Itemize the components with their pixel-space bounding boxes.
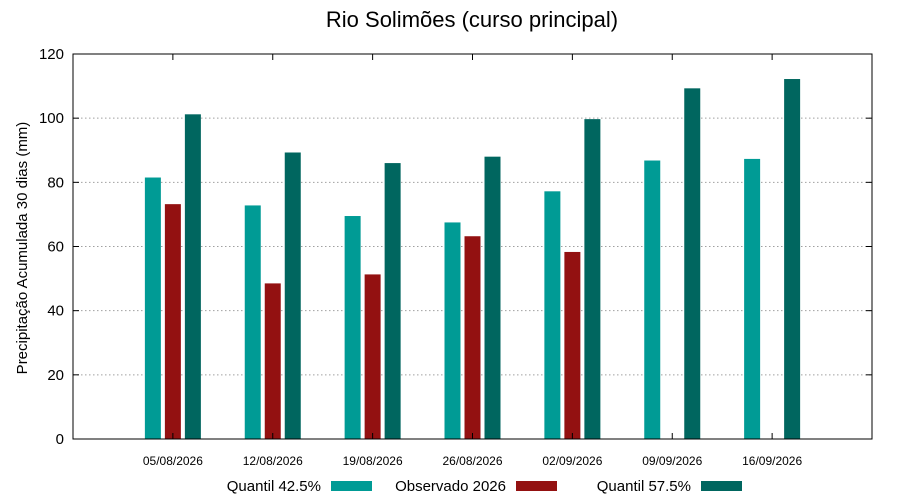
bars xyxy=(144,79,801,440)
legend: Quantil 42.5% Observado 2026 Quantil 57.5% xyxy=(227,478,742,495)
bar-3 xyxy=(284,152,301,439)
y-tick-label: 80 xyxy=(47,174,64,191)
bar-1 xyxy=(644,160,661,439)
x-tick-label: 05/08/2026 xyxy=(143,454,203,468)
y-tick-label: 0 xyxy=(56,431,64,448)
bar-1 xyxy=(744,158,761,439)
y-tick-label: 60 xyxy=(47,239,64,256)
legend-swatch xyxy=(701,481,742,491)
bar-3 xyxy=(684,88,701,440)
bar-1 xyxy=(444,222,461,439)
x-tick-label: 16/09/2026 xyxy=(742,454,802,468)
bar-3 xyxy=(784,79,801,440)
bar-3 xyxy=(384,163,401,440)
x-tick-label: 02/09/2026 xyxy=(542,454,602,468)
bar-1 xyxy=(144,177,161,440)
gridlines xyxy=(73,117,872,376)
y-tick-label: 100 xyxy=(39,110,64,127)
bar-3 xyxy=(584,119,601,440)
bar-3 xyxy=(184,114,201,440)
x-axis-ticks: 05/08/2026 12/08/2026 19/08/2026 26/08/2026… xyxy=(143,54,802,468)
bar-2 xyxy=(364,274,381,439)
y-tick-label: 20 xyxy=(47,367,64,384)
legend-swatch xyxy=(516,481,557,491)
bar-1 xyxy=(544,191,561,439)
legend-swatch xyxy=(331,481,372,491)
bar-2 xyxy=(264,283,281,439)
x-tick-label: 26/08/2026 xyxy=(442,454,502,468)
legend-label: Quantil 57.5% xyxy=(597,478,691,495)
y-axis-ticks: 0 20 40 60 80 100 120 xyxy=(39,46,872,448)
bar-2 xyxy=(564,251,581,439)
legend-label: Quantil 42.5% xyxy=(227,478,321,495)
legend-label: Observado 2026 xyxy=(395,478,506,495)
x-tick-label: 12/08/2026 xyxy=(243,454,303,468)
bar-1 xyxy=(344,216,361,439)
bar-2 xyxy=(164,204,181,439)
bar-2 xyxy=(464,236,481,439)
y-axis-label: Precipitação Acumulada 30 dias (mm) xyxy=(14,122,31,375)
y-tick-label: 40 xyxy=(47,303,64,320)
x-tick-label: 19/08/2026 xyxy=(343,454,403,468)
chart-title: Rio Solimões (curso principal) xyxy=(326,7,618,32)
x-tick-label: 09/09/2026 xyxy=(642,454,702,468)
bar-1 xyxy=(244,205,261,439)
y-tick-label: 120 xyxy=(39,46,64,63)
bar-3 xyxy=(484,156,501,439)
